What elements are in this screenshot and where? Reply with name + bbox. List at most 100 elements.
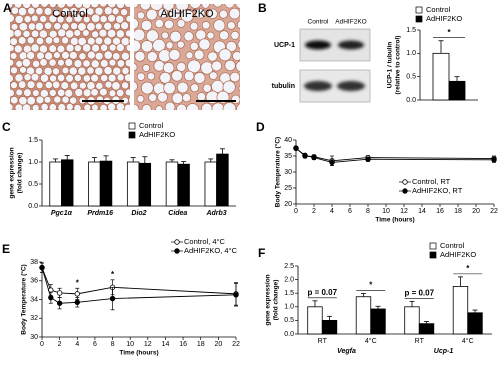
cell bbox=[113, 22, 121, 31]
cell bbox=[73, 73, 82, 82]
cell bbox=[231, 94, 240, 105]
cell bbox=[57, 73, 66, 82]
y-tick-label: 38 bbox=[30, 259, 38, 266]
data-point bbox=[293, 145, 299, 152]
cell bbox=[83, 103, 92, 110]
cell bbox=[222, 80, 236, 94]
cell bbox=[141, 104, 152, 110]
cell bbox=[10, 52, 18, 60]
x-tick-label: 8 bbox=[111, 341, 115, 348]
cell bbox=[48, 103, 57, 110]
cell bbox=[64, 58, 74, 67]
y-tick-label: 32 bbox=[30, 315, 38, 322]
cell bbox=[140, 40, 154, 53]
cell bbox=[209, 71, 218, 80]
x-tick-label: 22 bbox=[232, 341, 240, 348]
cell bbox=[201, 4, 210, 9]
series-line bbox=[41, 267, 237, 304]
bar bbox=[452, 285, 469, 335]
image-label: Control bbox=[52, 8, 87, 20]
cell bbox=[123, 103, 130, 110]
x-tick-label: 0 bbox=[40, 341, 44, 348]
bar bbox=[165, 161, 179, 207]
cell bbox=[10, 23, 19, 31]
axis-label: (fold change) bbox=[17, 153, 24, 194]
bar bbox=[99, 160, 113, 207]
cell bbox=[162, 62, 175, 74]
y-tick-label: 1.0 bbox=[28, 159, 38, 166]
cell bbox=[77, 66, 87, 76]
cell bbox=[13, 29, 22, 38]
cell bbox=[134, 4, 139, 9]
cell bbox=[164, 19, 174, 30]
cell bbox=[129, 23, 130, 29]
cell bbox=[34, 22, 44, 32]
y-tick-label: 1.5 bbox=[28, 137, 38, 144]
cell bbox=[82, 59, 91, 68]
cell bbox=[164, 101, 176, 110]
cell bbox=[165, 41, 174, 50]
cell bbox=[39, 88, 49, 99]
cell bbox=[235, 4, 240, 9]
cell bbox=[73, 59, 83, 69]
cell bbox=[107, 73, 117, 83]
cell bbox=[153, 60, 165, 72]
legend-marker bbox=[402, 188, 408, 194]
histology-image bbox=[10, 4, 130, 110]
cell bbox=[70, 22, 79, 30]
axis-label: gene expression bbox=[9, 147, 16, 198]
y-tick-label: 40 bbox=[284, 137, 292, 144]
cell bbox=[73, 29, 82, 37]
cell bbox=[111, 81, 121, 91]
bar bbox=[49, 161, 62, 207]
legend-swatch bbox=[128, 122, 136, 130]
cell bbox=[238, 85, 240, 92]
cell bbox=[198, 38, 211, 51]
cell bbox=[129, 67, 130, 74]
blot-band bbox=[305, 40, 331, 50]
blot-lane-label: Control bbox=[308, 19, 330, 26]
cell bbox=[23, 73, 32, 82]
cell bbox=[121, 81, 130, 90]
bar bbox=[204, 161, 218, 207]
cell bbox=[27, 6, 36, 15]
cell bbox=[38, 29, 48, 39]
cell bbox=[116, 73, 125, 82]
cell bbox=[52, 7, 61, 17]
y-tick-label: 2.5 bbox=[284, 263, 294, 270]
cell bbox=[99, 59, 109, 68]
cell bbox=[43, 21, 53, 30]
cell bbox=[116, 59, 126, 68]
legend-label: Control bbox=[426, 5, 451, 14]
axis-label: (fold change) bbox=[273, 280, 280, 321]
bar bbox=[216, 153, 229, 207]
cell bbox=[91, 13, 101, 23]
cell bbox=[30, 43, 40, 53]
cell bbox=[147, 72, 156, 81]
y-tick-label: 0.0 bbox=[28, 203, 38, 210]
legend-label: AdHIF2KO bbox=[440, 250, 476, 259]
cell bbox=[52, 67, 60, 76]
y-tick-label: 0.0 bbox=[284, 331, 294, 338]
cell bbox=[176, 40, 185, 49]
cell bbox=[10, 96, 19, 105]
cell bbox=[22, 29, 31, 38]
cell bbox=[10, 13, 15, 23]
cell bbox=[21, 103, 32, 110]
cell bbox=[73, 13, 83, 23]
cell bbox=[78, 52, 87, 61]
cell bbox=[35, 7, 44, 16]
legend-label: Control bbox=[440, 241, 465, 250]
cell bbox=[134, 63, 138, 72]
cell bbox=[193, 49, 205, 61]
cell bbox=[31, 103, 40, 110]
cell bbox=[87, 50, 96, 60]
cell bbox=[176, 19, 186, 28]
cell bbox=[103, 6, 113, 16]
cell bbox=[61, 66, 70, 75]
cell bbox=[30, 14, 39, 23]
cell bbox=[52, 80, 61, 90]
cell bbox=[213, 4, 223, 8]
panel-letter: F bbox=[258, 246, 265, 260]
cell bbox=[90, 88, 99, 97]
